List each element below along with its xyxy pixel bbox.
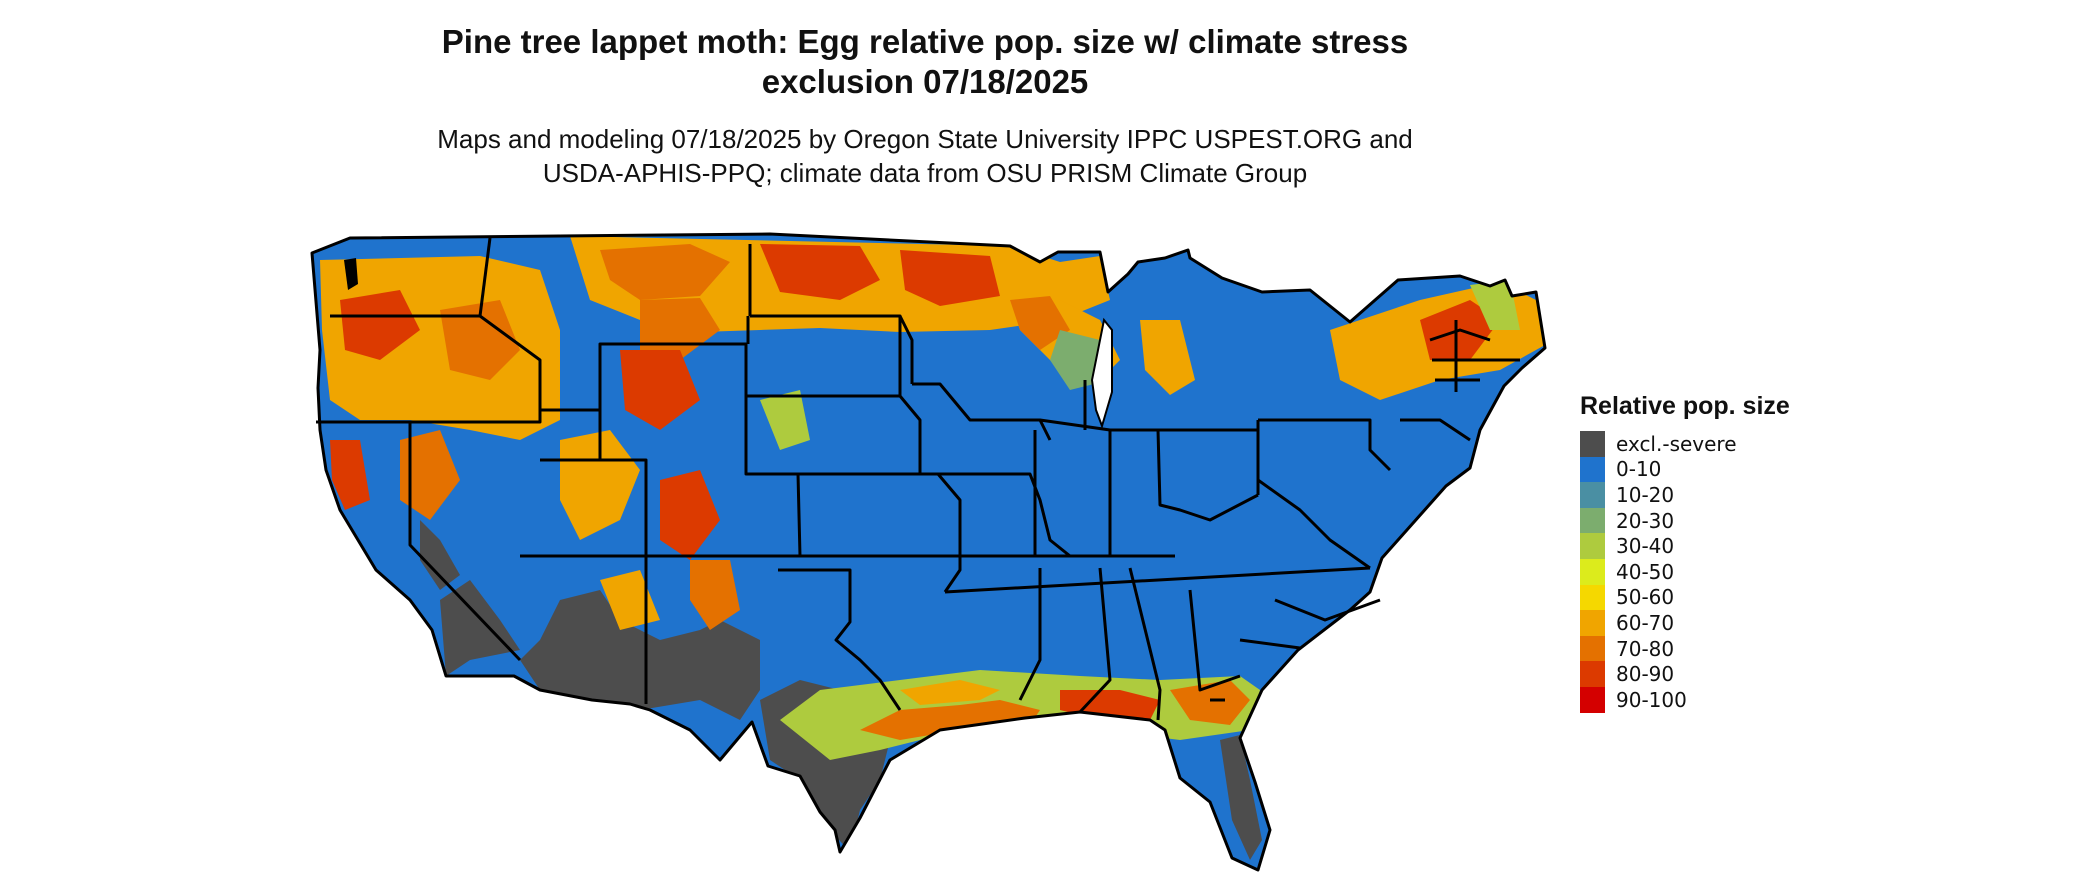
legend-item: 90-100 [1580, 686, 1790, 713]
legend-swatch [1580, 635, 1605, 662]
legend-item: 30-40 [1580, 533, 1790, 559]
us-population-map [310, 232, 1547, 872]
legend-swatch [1580, 661, 1605, 687]
legend-swatch [1580, 558, 1605, 585]
legend-item: 50-60 [1580, 584, 1790, 611]
legend-label: 10-20 [1616, 482, 1675, 507]
legend-swatch [1580, 456, 1605, 483]
legend-swatch [1580, 584, 1605, 611]
legend-label: excl.-severe [1616, 431, 1737, 456]
legend-item: 70-80 [1580, 635, 1790, 662]
state-borders [310, 232, 1547, 872]
legend-label: 40-50 [1616, 559, 1675, 584]
legend-item: 60-70 [1580, 610, 1790, 636]
legend-swatch [1580, 431, 1605, 457]
legend-swatch [1580, 610, 1605, 636]
legend-item: excl.-severe [1580, 431, 1790, 457]
legend-swatch [1580, 507, 1605, 534]
great-lakes [344, 258, 1113, 430]
suitability-south [780, 670, 1260, 760]
legend-swatch [1580, 686, 1605, 713]
legend-label: 30-40 [1616, 534, 1675, 559]
legend-label: 60-70 [1616, 610, 1675, 635]
subtitle-line-1: Maps and modeling 07/18/2025 by Oregon S… [437, 124, 1413, 154]
legend-swatch [1580, 533, 1605, 559]
legend-title: Relative pop. size [1580, 392, 1790, 420]
suitability-north [320, 236, 1545, 440]
legend-label: 80-90 [1616, 662, 1675, 687]
legend-label: 20-30 [1616, 508, 1675, 533]
legend-label: 70-80 [1616, 636, 1675, 661]
title-line-2: exclusion 07/18/2025 [761, 63, 1089, 100]
legend-item: 80-90 [1580, 661, 1790, 687]
legend-item: 40-50 [1580, 558, 1790, 585]
title-line-1: Pine tree lappet moth: Egg relative pop.… [441, 23, 1409, 60]
legend-item: 0-10 [1580, 456, 1790, 483]
map-title: Pine tree lappet moth: Egg relative pop.… [300, 22, 1550, 102]
legend-label: 90-100 [1616, 687, 1687, 712]
map-legend: Relative pop. size excl.-severe 0-10 10-20… [1580, 392, 1790, 713]
legend-item: 10-20 [1580, 482, 1790, 508]
legend-items: excl.-severe 0-10 10-20 20-30 30-40 40-50 50-6… [1580, 431, 1790, 713]
legend-label: 0-10 [1616, 457, 1662, 482]
legend-label: 50-60 [1616, 585, 1675, 610]
legend-item: 20-30 [1580, 507, 1790, 534]
legend-swatch [1580, 482, 1605, 508]
map-subtitle: Maps and modeling 07/18/2025 by Oregon S… [300, 122, 1550, 190]
subtitle-line-2: USDA-APHIS-PPQ; climate data from OSU PR… [542, 158, 1308, 188]
